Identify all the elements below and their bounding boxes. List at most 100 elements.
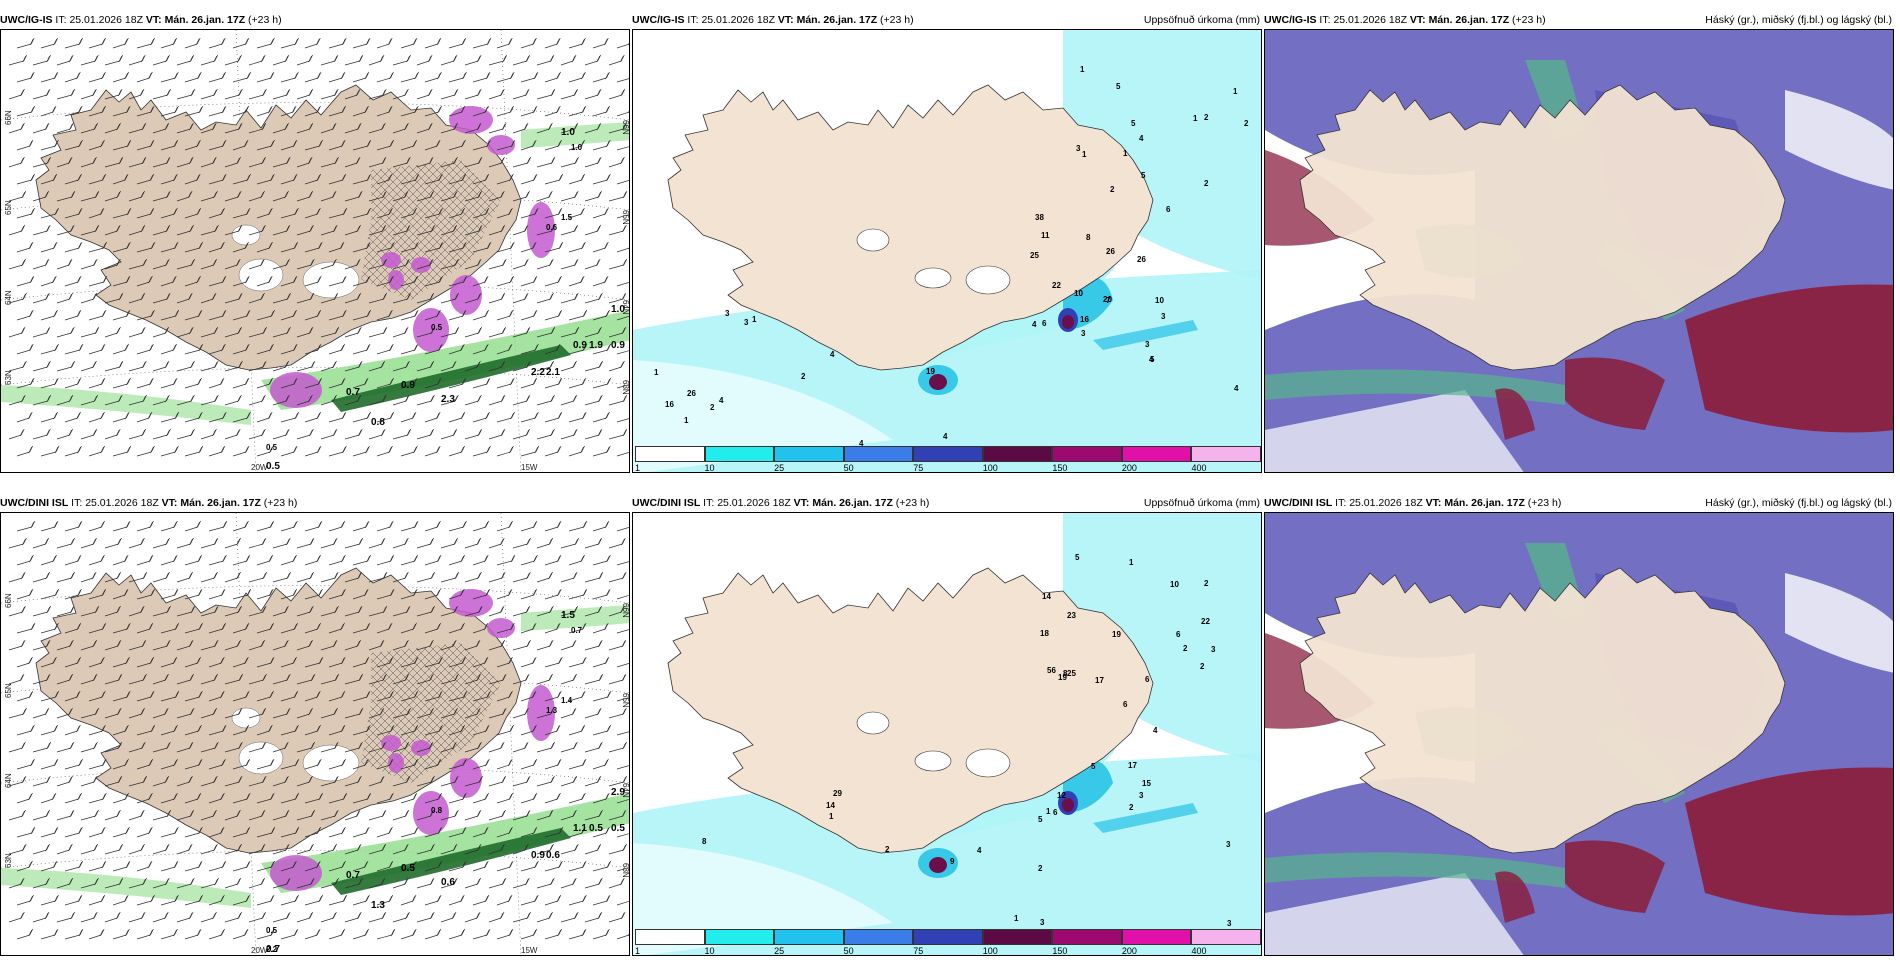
colorbar: 1 10 25 50 75 100 150 200 400 xyxy=(635,929,1261,956)
vt-label: VT: xyxy=(793,497,810,509)
precip-value: 1 xyxy=(1082,150,1087,159)
lat-label: 65N xyxy=(4,200,13,215)
lon-label: 15W xyxy=(521,463,538,472)
precip-value: 3 xyxy=(1040,918,1045,927)
precip-value: 4 xyxy=(830,350,835,359)
lat-label: 64N xyxy=(4,290,13,305)
precip-value: 8 xyxy=(702,837,707,846)
map-svg: 0.50.70.92.30.81.01.00.90.9 1.92.2 2.10.51… xyxy=(1,30,629,472)
precip-value: 5 xyxy=(1150,355,1155,364)
precip-value: 1.3 xyxy=(546,706,558,715)
model: UWC/DINI ISL xyxy=(1264,497,1333,509)
wind-barbs xyxy=(8,37,629,457)
precip-value: 4 xyxy=(1139,134,1144,143)
precip-value: 2.9 xyxy=(611,787,625,798)
precip-value: 4 xyxy=(1234,384,1239,393)
precip-value: 5 xyxy=(1141,171,1146,180)
map-frame: 1 2 2 2 5 6 3 17 10 23 19 18 14 22 56 15 6 5 3 4 1 8 6 6 17 19 12 2… xyxy=(632,512,1262,956)
colorbar-swatch xyxy=(704,929,775,945)
colorbar-swatch xyxy=(843,929,914,945)
panel-ig-is-wind: UWC/IG-IS IT: 25.01.2026 18Z VT: Mán. 26… xyxy=(0,12,630,477)
precip-value: 2 xyxy=(1244,119,1249,128)
precip-value: 3 xyxy=(1227,919,1232,928)
precip-value: 22 xyxy=(1201,617,1210,626)
precip-value: 0.5 xyxy=(401,863,415,874)
colorbar-label: 100 xyxy=(982,946,998,956)
precip-value: 5 xyxy=(1116,82,1121,91)
iceland-land xyxy=(35,567,522,854)
colorbar-label: 200 xyxy=(1121,463,1137,473)
panel-ig-is-cloud: UWC/IG-IS IT: 25.01.2026 18Z VT: Mán. 26… xyxy=(1264,12,1894,477)
glacier xyxy=(231,224,261,246)
precip-value: 4 xyxy=(1153,726,1158,735)
precip-value: 19 xyxy=(1112,630,1121,639)
precip-value: 1.0 xyxy=(571,143,583,152)
colorbar-label: 100 xyxy=(982,463,998,473)
map-frame: 0.5 0.7 0.9 2.3 0.8 1.0 1.0 0.9 0.9 1.9 2.2 2.1 0.5 1… xyxy=(0,29,630,473)
colorbar-swatch xyxy=(1052,446,1122,462)
lead-time: (+23 h) xyxy=(880,14,914,26)
precip-value: 1 xyxy=(1014,914,1019,923)
lat-label: 63N xyxy=(621,380,629,395)
colorbar-label: 25 xyxy=(774,946,785,956)
colorbar-swatch xyxy=(1191,446,1261,462)
field-title: Uppsöfnuð úrkoma (mm) xyxy=(1143,14,1260,26)
map-svg xyxy=(1265,513,1893,955)
heavy-precip-cells xyxy=(270,589,555,891)
precip-value: 6 xyxy=(1176,630,1181,639)
precip-value: 1 xyxy=(1129,558,1134,567)
precip-value: 23 xyxy=(1067,611,1076,620)
precip-values: 0.50.70.92.30.81.01.00.90.9 1.92.2 2.10.51… xyxy=(266,127,625,472)
precip-value: 1 xyxy=(1193,114,1198,123)
precip-value: 3 xyxy=(744,318,749,327)
precip-value: 1 xyxy=(1233,87,1238,96)
panel-ig-is-precip: UWC/IG-IS IT: 25.01.2026 18Z VT: Mán. 26… xyxy=(632,12,1262,477)
glacier xyxy=(856,228,890,252)
precip-value: 2.3 xyxy=(441,394,455,405)
precip-value: 0.5 xyxy=(589,823,603,834)
precip-value: 15 xyxy=(1142,779,1151,788)
lead-time: (+23 h) xyxy=(895,497,930,509)
lon-label: 15W xyxy=(521,946,538,955)
lat-label: 63N xyxy=(4,370,13,385)
precip-value: 5 xyxy=(1091,762,1096,771)
lat-label: 66N xyxy=(4,110,13,125)
precip-value: 4 xyxy=(977,846,982,855)
precip-value: 4 xyxy=(719,396,724,405)
precip-value: 2 xyxy=(710,403,715,412)
precip-value: 18 xyxy=(1040,629,1049,638)
precip-bands xyxy=(1,122,629,425)
precip-value: 3 xyxy=(1161,312,1166,321)
it-value: 25.01.2026 18Z xyxy=(1349,497,1423,509)
colorbar-label: 50 xyxy=(843,946,854,956)
precip-value: 0.9 xyxy=(573,340,587,351)
precip-value: 0.8 xyxy=(431,806,443,815)
colorbar-label: 75 xyxy=(913,946,924,956)
precip-value: 12 xyxy=(1057,791,1066,800)
precip-value: 1 xyxy=(752,315,757,324)
precip-value: 6 xyxy=(1123,700,1128,709)
precip-value: 1.4 xyxy=(561,696,573,705)
colorbar-label: 1 xyxy=(635,463,641,473)
precip-value: 0.9 xyxy=(611,340,625,351)
precip-bands xyxy=(1,605,629,908)
it-label: IT: xyxy=(55,14,67,26)
precip-value: 1 xyxy=(1046,807,1051,816)
lat-label: 64N xyxy=(621,300,629,315)
model: UWC/IG-IS xyxy=(632,14,685,26)
panel-header: UWC/IG-IS IT: 25.01.2026 18Z VT: Mán. 26… xyxy=(0,12,630,28)
glacier xyxy=(965,265,1011,295)
panel-header: UWC/DINI ISL IT: 25.01.2026 18Z VT: Mán.… xyxy=(632,495,1262,511)
precip-value: 8 xyxy=(1086,233,1091,242)
panel-dini-cloud: UWC/DINI ISL IT: 25.01.2026 18Z VT: Mán.… xyxy=(1264,495,1894,960)
map-svg xyxy=(1265,30,1893,472)
panel-header: UWC/DINI ISL IT: 25.01.2026 18Z VT: Mán.… xyxy=(1264,495,1894,511)
precip-value: 1.9 xyxy=(589,340,603,351)
colorbar-swatch xyxy=(982,446,1053,462)
colorbar-swatch xyxy=(1121,446,1192,462)
precip-value: 16 xyxy=(1080,315,1089,324)
glacier xyxy=(856,711,890,735)
it-value: 25.01.2026 18Z xyxy=(717,497,791,509)
precip-value: 2 xyxy=(1183,644,1188,653)
